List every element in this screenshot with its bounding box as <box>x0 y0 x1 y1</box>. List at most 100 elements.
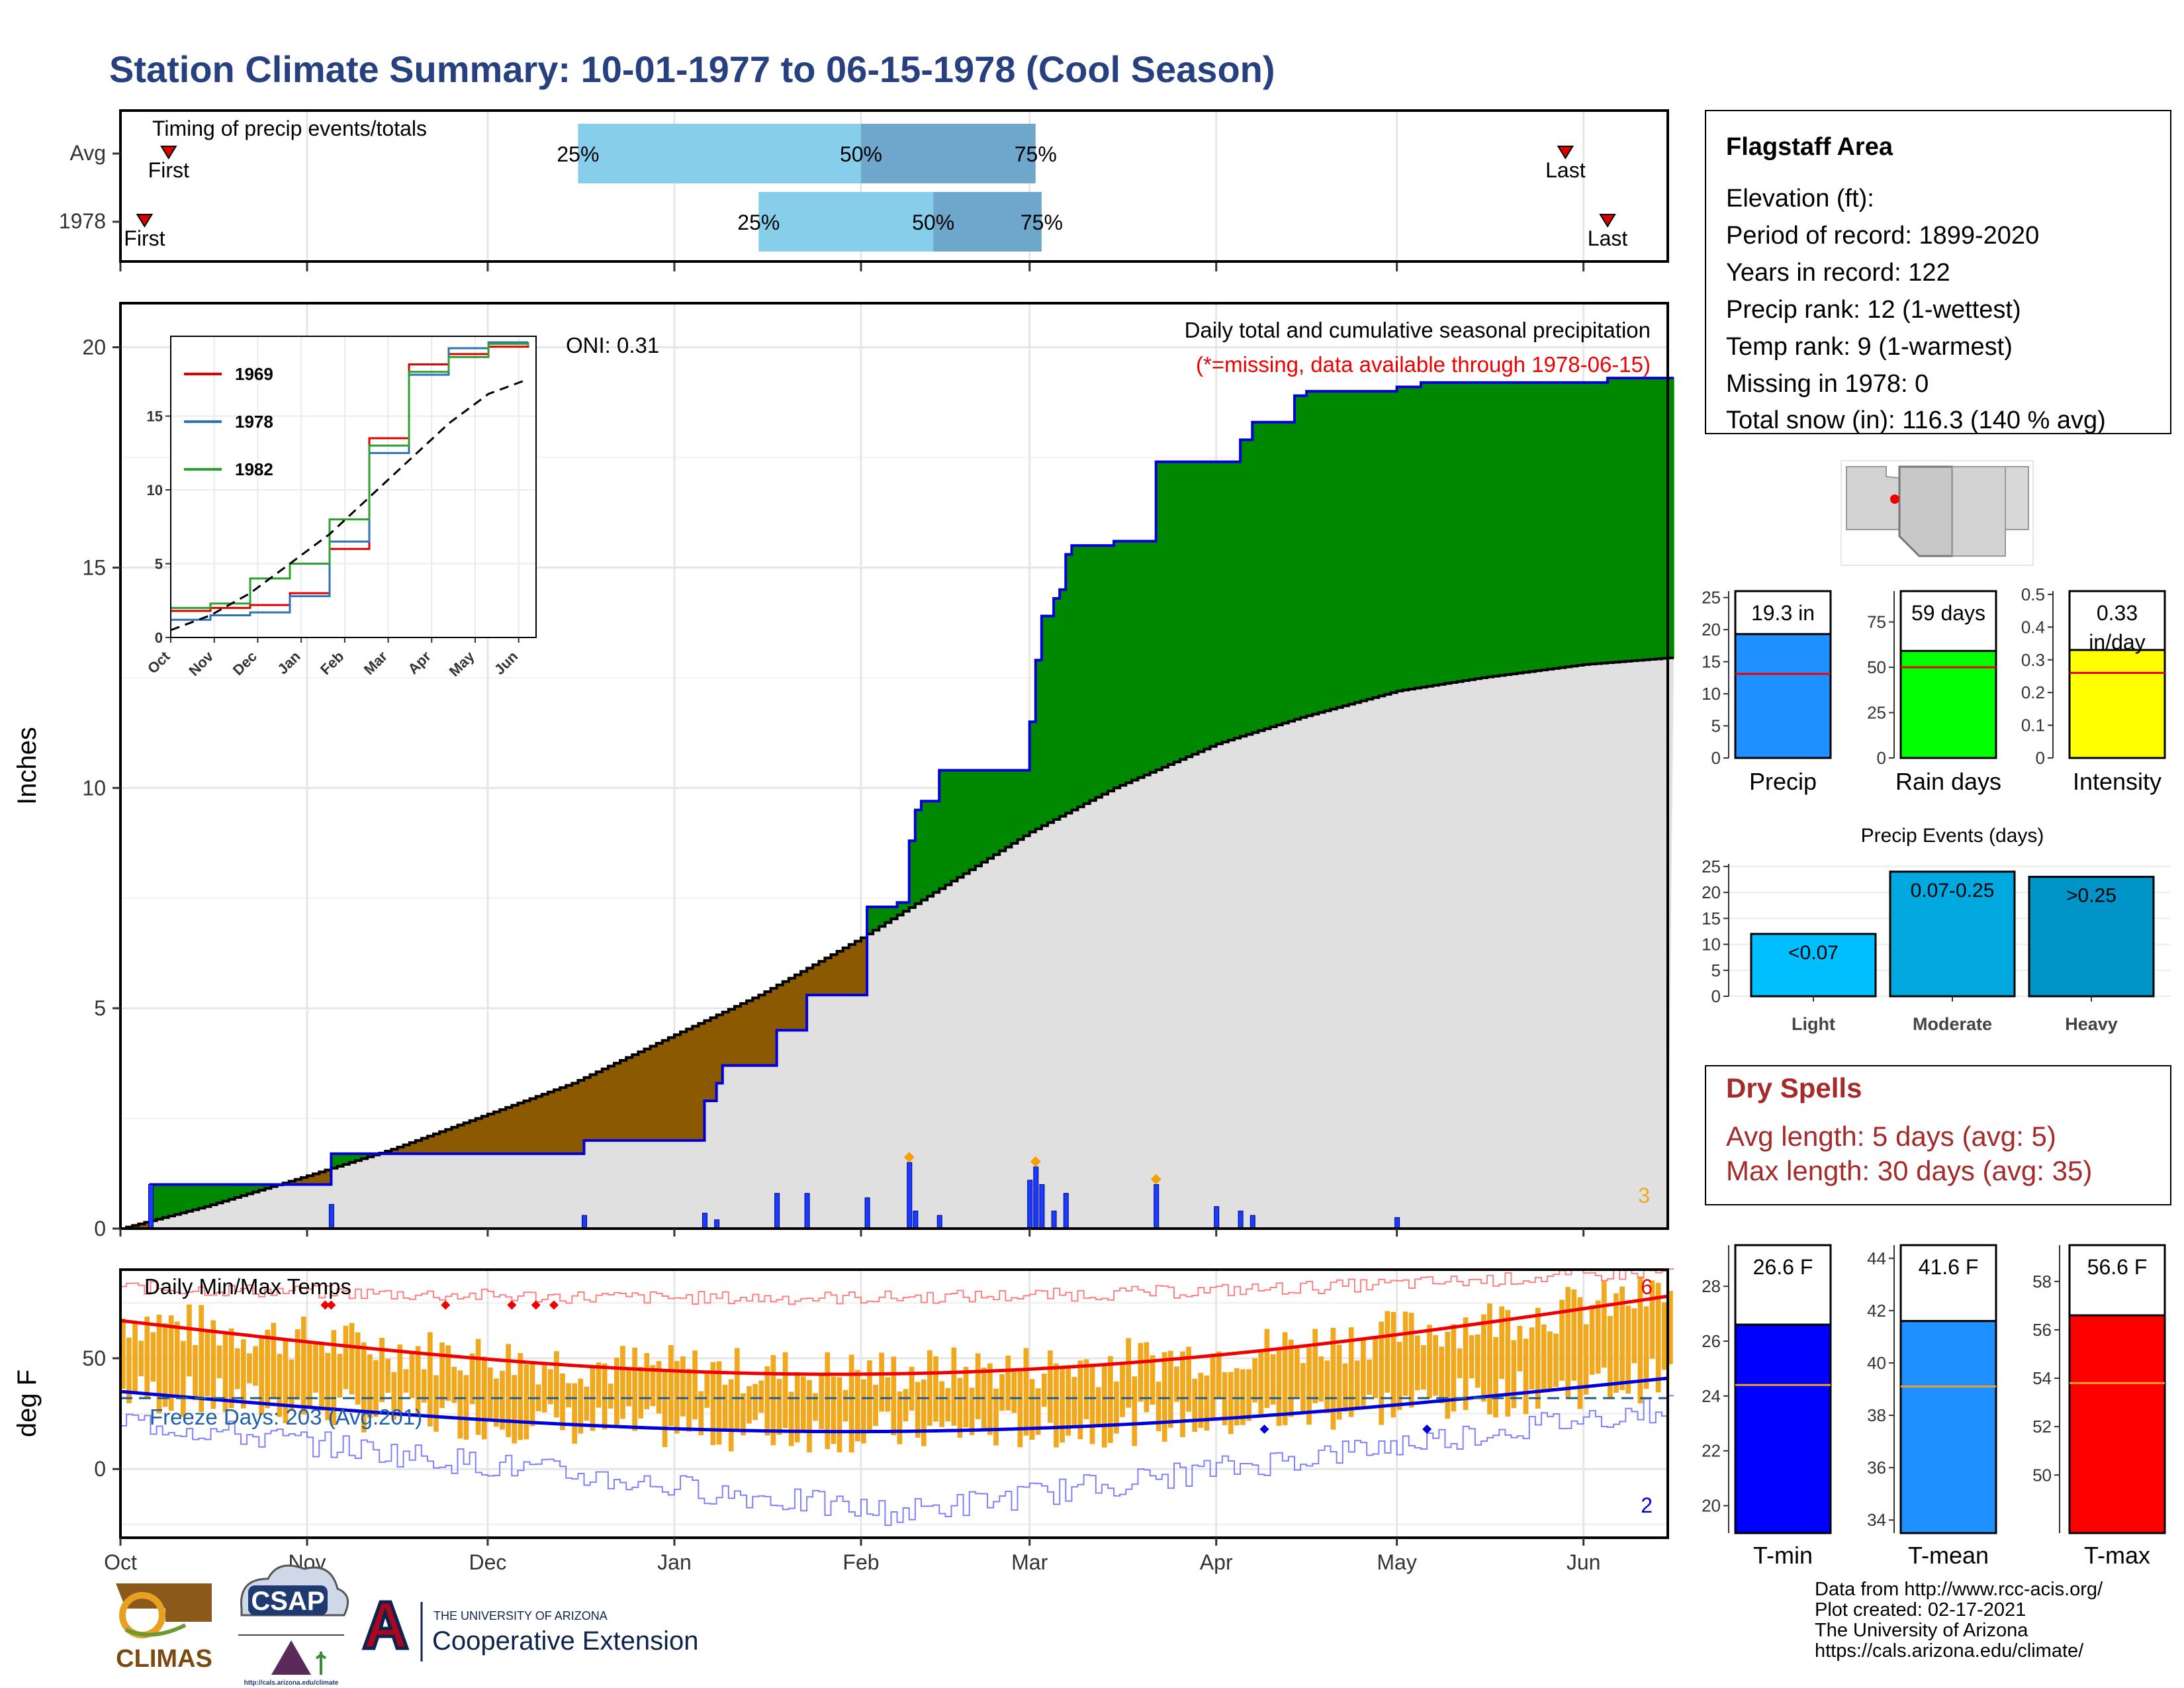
daily-temp-bar <box>463 1375 469 1440</box>
daily-temp-bar <box>427 1332 433 1427</box>
value-label-box <box>1899 590 1997 652</box>
record-high-marker <box>531 1300 541 1310</box>
small-y-tick-label: 50 <box>2032 1465 2052 1485</box>
daily-temp-bar <box>138 1340 144 1377</box>
daily-temp-bar <box>854 1370 860 1442</box>
daily-temp-bar <box>529 1361 535 1427</box>
daily-temp-bar <box>469 1353 475 1405</box>
above-normal-area <box>1005 770 1012 847</box>
above-normal-area <box>1282 422 1289 724</box>
daily-temp-bar <box>168 1315 174 1411</box>
daily-temp-bar <box>156 1315 162 1414</box>
daily-temp-bar <box>1625 1305 1631 1394</box>
below-normal-area <box>638 1051 645 1141</box>
small-y-tick-label: 0.1 <box>2021 716 2045 735</box>
daily-temp-bar <box>518 1353 523 1440</box>
daily-temp-bar <box>1571 1289 1577 1381</box>
above-normal-area <box>1342 391 1349 706</box>
daily-temp-bar <box>1071 1377 1077 1427</box>
value-label-unit: in/day <box>2089 630 2145 654</box>
below-normal-area <box>566 1085 572 1154</box>
small-y-tick-label: 26 <box>1702 1331 1721 1351</box>
above-normal-area <box>1396 387 1404 691</box>
above-normal-area <box>1047 616 1054 823</box>
above-normal-area <box>1246 440 1253 735</box>
summary-bar <box>2068 649 2166 759</box>
daily-temp-bar <box>656 1361 662 1414</box>
daily-temp-bar <box>572 1383 578 1444</box>
daily-temp-bar <box>758 1380 764 1413</box>
precip-y-label: Inches <box>13 727 42 805</box>
footer-line-1: Data from http://www.rcc-acis.org/ <box>1815 1579 2103 1600</box>
daily-temp-bar <box>770 1355 776 1446</box>
first-event-label: First <box>124 226 165 250</box>
temp-chart-title: Daily Min/Max Temps <box>144 1274 351 1299</box>
above-normal-area <box>1433 382 1439 686</box>
below-normal-area <box>469 1120 477 1154</box>
daily-temp-bar <box>1367 1359 1372 1395</box>
record-high-marker <box>320 1300 330 1310</box>
above-normal-area <box>963 770 970 874</box>
record-high-marker <box>326 1300 336 1310</box>
below-normal-area <box>451 1127 459 1154</box>
small-y-tick-label: 54 <box>2032 1368 2052 1388</box>
rain-days-chart: 0 25 50 75 59 days Rain days <box>1867 590 2001 795</box>
above-normal-area <box>1379 391 1386 696</box>
daily-temp-bar <box>1583 1324 1589 1395</box>
above-normal-area <box>1595 382 1602 664</box>
above-normal-area <box>1493 382 1500 677</box>
daily-temp-bar <box>698 1391 704 1436</box>
daily-temp-bar <box>1637 1276 1643 1404</box>
record-max-line <box>120 1268 1674 1305</box>
below-normal-area <box>668 1037 675 1141</box>
small-y-tick-label: 0 <box>1711 748 1721 768</box>
daily-temp-bar <box>1445 1331 1451 1419</box>
daily-temp-bar <box>584 1386 590 1421</box>
precip-events-chart: Precip Events (days) 0 5 10 15 20 25 <0.07 Ligh… <box>1702 825 2171 1034</box>
above-normal-area <box>1571 382 1578 667</box>
daily-temp-bar <box>1161 1352 1167 1442</box>
below-normal-area <box>620 1060 627 1141</box>
daily-temp-bar <box>433 1375 439 1432</box>
daily-precip-bar <box>328 1203 334 1229</box>
below-normal-area <box>289 1181 296 1185</box>
above-normal-area <box>1361 391 1367 701</box>
temp-y-label: deg F <box>13 1370 42 1437</box>
above-normal-area <box>216 1184 224 1203</box>
daily-precip-bar <box>1039 1184 1045 1229</box>
daily-temp-bar <box>1487 1303 1492 1415</box>
daily-temp-bar <box>993 1388 999 1446</box>
daily-temp-bar <box>813 1393 818 1421</box>
daily-temp-bar <box>1619 1286 1625 1391</box>
timing-label-75: 75% <box>1021 211 1063 234</box>
daily-temp-bar <box>289 1359 295 1410</box>
above-normal-area <box>1655 378 1662 659</box>
temp-count-bottom: 2 <box>1641 1493 1653 1517</box>
below-normal-area <box>770 988 778 1066</box>
above-normal-area <box>1089 545 1097 801</box>
daily-precip-bar <box>1250 1215 1255 1229</box>
daily-temp-bar <box>265 1329 271 1409</box>
daily-temp-bar <box>1608 1315 1613 1399</box>
small-y-tick-label: 20 <box>1702 620 1721 639</box>
daily-temp-bar <box>475 1338 481 1435</box>
below-normal-area <box>644 1049 651 1141</box>
above-normal-area <box>1463 382 1470 681</box>
below-normal-area <box>433 1133 440 1154</box>
daily-temp-bar <box>1408 1313 1414 1408</box>
above-normal-area <box>1559 382 1566 668</box>
timing-bar-50-75 <box>860 124 1036 183</box>
above-normal-area <box>879 907 886 927</box>
info-period: Period of record: 1899-2020 <box>1726 222 2039 250</box>
below-normal-area <box>758 995 766 1066</box>
below-normal-area <box>650 1046 657 1141</box>
daily-temp-bar <box>1282 1332 1288 1425</box>
daily-temp-bar <box>373 1360 379 1417</box>
university-logo: THE UNIVERSITY OF ARIZONA Cooperative Ex… <box>361 1600 698 1662</box>
daily-precip-bar <box>1063 1193 1069 1229</box>
daily-temp-bar <box>403 1369 409 1393</box>
daily-temp-bar <box>680 1356 686 1417</box>
small-y-tick-label: 0 <box>2036 748 2045 768</box>
below-normal-area <box>794 974 801 1031</box>
